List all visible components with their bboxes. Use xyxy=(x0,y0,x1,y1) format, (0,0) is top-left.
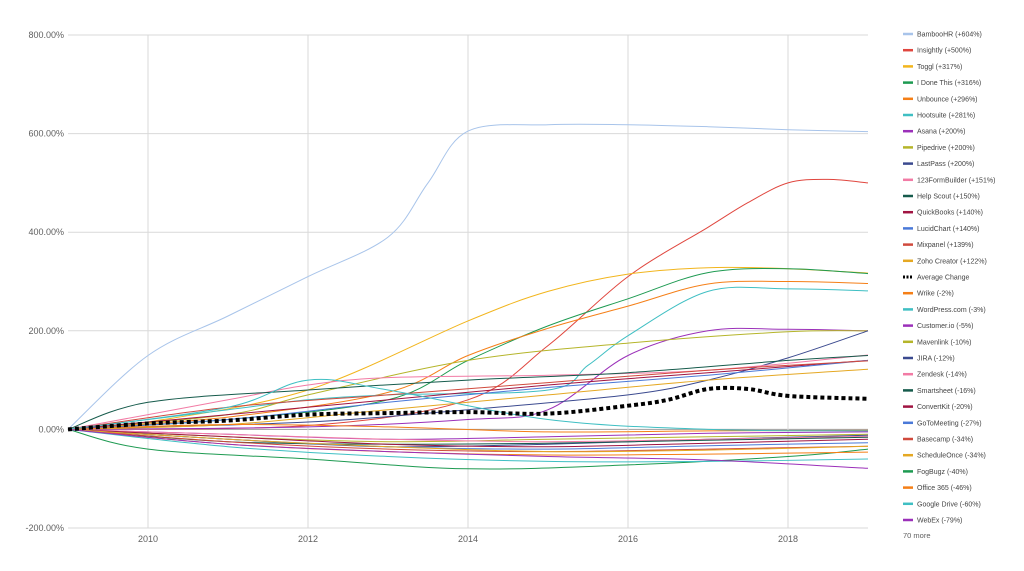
y-tick-label: 600.00% xyxy=(28,129,64,139)
legend-label: Office 365 (-46%) xyxy=(917,485,972,492)
legend-label: Wrike (-2%) xyxy=(917,291,954,298)
series-line xyxy=(67,359,869,430)
legend-label: 123FormBuilder (+151%) xyxy=(917,177,995,184)
y-tick-label: 0.00% xyxy=(38,424,64,434)
legend-label: BambooHR (+604%) xyxy=(917,32,982,39)
legend-label: Mixpanel (+139%) xyxy=(917,242,974,249)
legend-label: Toggl (+317%) xyxy=(917,64,962,71)
series-line xyxy=(67,368,869,430)
x-tick-label: 2018 xyxy=(778,534,798,544)
legend-label: GoToMeeting (-27%) xyxy=(917,420,982,427)
legend-label: Customer.io (-5%) xyxy=(917,323,973,330)
series-line xyxy=(67,428,869,453)
series-lines xyxy=(67,123,869,470)
series-line xyxy=(67,428,869,470)
y-axis-tick-labels: 800.00% 600.00% 400.00% 200.00% 0.00% -200.00… xyxy=(25,30,64,533)
series-line xyxy=(67,378,869,432)
series-line xyxy=(67,280,869,430)
legend-more-link[interactable]: 70 more xyxy=(903,531,931,540)
legend-label: Mavenlink (-10%) xyxy=(917,339,971,346)
series-line xyxy=(67,385,869,432)
series-line xyxy=(67,355,869,430)
legend-label: I Done This (+316%) xyxy=(917,80,981,87)
x-tick-label: 2014 xyxy=(458,534,478,544)
legend-label: Pipedrive (+200%) xyxy=(917,145,975,152)
series-line xyxy=(67,428,869,448)
y-tick-label: -200.00% xyxy=(25,523,64,533)
series-line xyxy=(67,286,869,430)
legend-label: Asana (+200%) xyxy=(917,129,965,136)
y-tick-label: 400.00% xyxy=(28,227,64,237)
legend-label: Google Drive (-60%) xyxy=(917,501,981,508)
legend-label: Zoho Creator (+122%) xyxy=(917,258,987,265)
legend-label: ConvertKit (-20%) xyxy=(917,404,973,411)
series-line xyxy=(67,428,869,443)
series-line xyxy=(67,423,869,433)
legend-label: ScheduleOnce (-34%) xyxy=(917,453,986,460)
series-line xyxy=(67,327,869,430)
legend-label: Hootsuite (+281%) xyxy=(917,113,975,120)
legend-label: Insightly (+500%) xyxy=(917,48,971,55)
x-tick-label: 2016 xyxy=(618,534,638,544)
legend-label: QuickBooks (+140%) xyxy=(917,210,983,217)
y-tick-label: 200.00% xyxy=(28,326,64,336)
x-tick-label: 2010 xyxy=(138,534,158,544)
legend-label: FogBugz (-40%) xyxy=(917,469,968,476)
series-line xyxy=(67,123,869,430)
legend-label: Smartsheet (-16%) xyxy=(917,388,976,395)
series-line xyxy=(67,360,869,430)
x-tick-label: 2012 xyxy=(298,534,318,544)
legend: BambooHR (+604%) Insightly (+500%) Toggl (… xyxy=(903,32,995,540)
legend-label: LastPass (+200%) xyxy=(917,161,974,168)
series-line xyxy=(67,266,869,430)
legend-label: WordPress.com (-3%) xyxy=(917,307,986,314)
series-line xyxy=(67,330,869,430)
legend-label: LucidChart (+140%) xyxy=(917,226,979,233)
legend-label: WebEx (-79%) xyxy=(917,518,962,525)
legend-label: JIRA (-12%) xyxy=(917,356,955,363)
series-line xyxy=(67,428,869,453)
x-axis-tick-labels: 2010 2012 2014 2016 2018 xyxy=(138,534,798,544)
legend-label: Unbounce (+296%) xyxy=(917,96,978,103)
series-line xyxy=(67,428,869,469)
y-tick-label: 800.00% xyxy=(28,30,64,40)
legend-label: Help Scout (+150%) xyxy=(917,194,980,201)
legend-label: Basecamp (-34%) xyxy=(917,437,973,444)
legend-label: Zendesk (-14%) xyxy=(917,372,967,379)
legend-label: Average Change xyxy=(917,275,970,282)
